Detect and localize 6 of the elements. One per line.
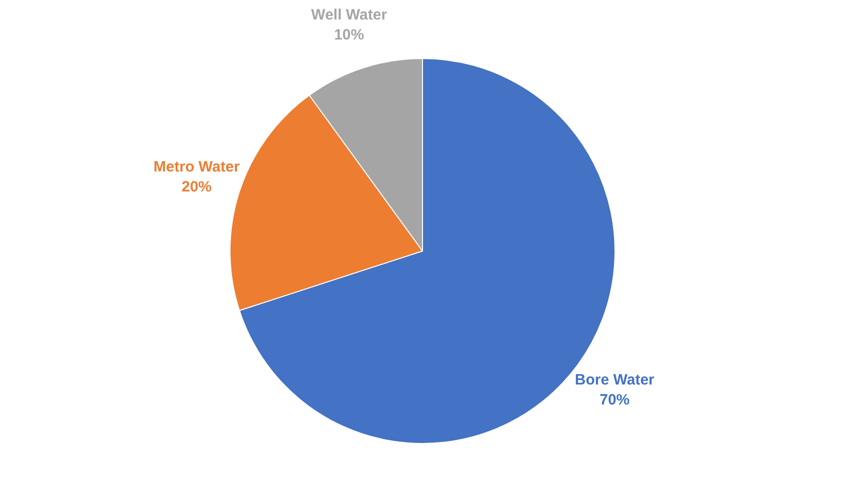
- slice-label: Well Water: [311, 6, 388, 24]
- data-label: 10%: [334, 26, 364, 44]
- data-label: 70%: [600, 392, 630, 409]
- data-label: 20%: [182, 178, 212, 196]
- slice-label: Bore Water: [574, 372, 655, 389]
- slice-label: Metro Water: [154, 158, 240, 176]
